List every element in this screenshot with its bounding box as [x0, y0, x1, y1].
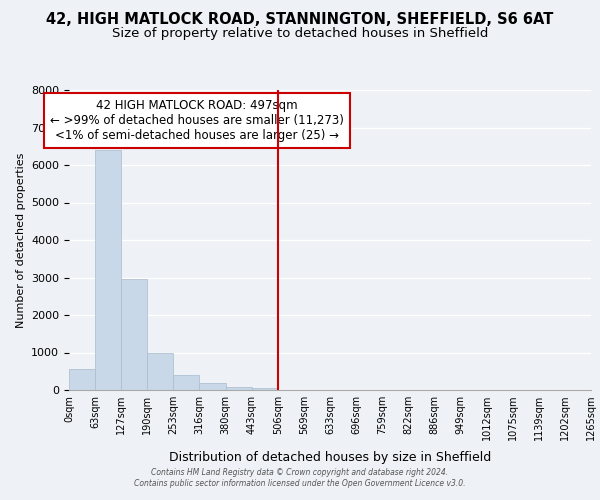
- Text: 42 HIGH MATLOCK ROAD: 497sqm
← >99% of detached houses are smaller (11,273)
<1% : 42 HIGH MATLOCK ROAD: 497sqm ← >99% of d…: [50, 99, 344, 142]
- Bar: [226, 387, 252, 390]
- Bar: [69, 369, 95, 390]
- X-axis label: Distribution of detached houses by size in Sheffield: Distribution of detached houses by size …: [169, 452, 491, 464]
- Bar: [95, 150, 121, 390]
- Bar: [252, 388, 278, 390]
- Bar: [173, 376, 199, 390]
- Bar: [121, 280, 148, 390]
- Text: 42, HIGH MATLOCK ROAD, STANNINGTON, SHEFFIELD, S6 6AT: 42, HIGH MATLOCK ROAD, STANNINGTON, SHEF…: [46, 12, 554, 28]
- Y-axis label: Number of detached properties: Number of detached properties: [16, 152, 26, 328]
- Text: Size of property relative to detached houses in Sheffield: Size of property relative to detached ho…: [112, 28, 488, 40]
- Bar: [199, 384, 226, 390]
- Bar: [148, 352, 173, 390]
- Text: Contains HM Land Registry data © Crown copyright and database right 2024.
Contai: Contains HM Land Registry data © Crown c…: [134, 468, 466, 487]
